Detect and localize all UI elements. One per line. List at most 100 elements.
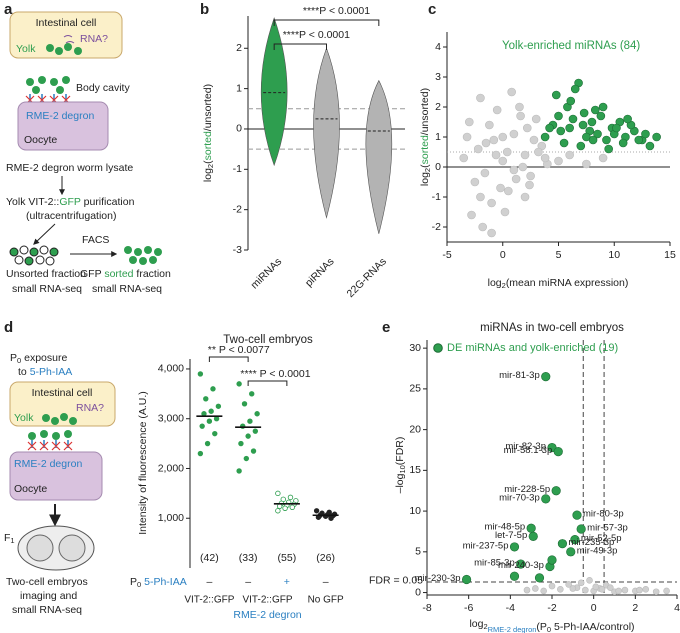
point <box>607 584 614 591</box>
panel-letter: a <box>4 1 13 18</box>
y-tick-label: 30 <box>409 342 421 354</box>
point <box>602 135 611 145</box>
point <box>252 428 259 434</box>
cell <box>26 534 54 562</box>
x-tick-label: 0 <box>591 602 597 614</box>
axis-label-part: (FDR) <box>394 437 406 466</box>
point <box>534 147 543 157</box>
x-tick-label: -2 <box>547 602 556 614</box>
unsorted-dots <box>9 245 59 266</box>
point <box>579 108 589 118</box>
label: imaging and <box>20 590 77 602</box>
x-tick-label: 4 <box>674 602 680 614</box>
point <box>206 418 213 424</box>
annotation: ****P < 0.0001 <box>283 29 350 41</box>
label: P <box>10 352 17 364</box>
receptor <box>29 94 67 102</box>
label: small RNA-seq <box>12 604 82 616</box>
bracket <box>247 380 288 386</box>
legend-label: DE miRNAs and yolk-enriched (19) <box>447 342 618 354</box>
point <box>566 96 576 106</box>
label: exposure <box>21 352 67 364</box>
y-tick-label: 15 <box>409 464 421 476</box>
point <box>208 408 214 414</box>
axis-label-part: log <box>202 168 214 182</box>
point <box>504 186 513 196</box>
point <box>496 183 505 193</box>
point <box>551 90 561 100</box>
annotation: **** P < 0.0001 <box>240 368 310 380</box>
point <box>525 180 534 190</box>
point <box>636 586 643 594</box>
point <box>559 138 569 148</box>
diagram-a: Intestinal cell RNA? Yolk Body cavity RM… <box>6 11 171 295</box>
point <box>528 531 538 541</box>
point <box>254 411 260 417</box>
y-tick-label: 1 <box>435 131 441 143</box>
point <box>491 150 501 160</box>
point <box>531 114 541 124</box>
label: Unsorted fraction <box>6 268 86 280</box>
y-tick-label: 0 <box>435 161 441 173</box>
point <box>313 508 320 514</box>
point <box>621 586 629 594</box>
point-label: mir-58.1-3p <box>504 445 553 456</box>
panel-letter: b <box>200 1 209 18</box>
axis-label: P0 5-Ph-IAA <box>130 576 187 589</box>
point <box>236 468 242 474</box>
label: RME-2 degron <box>26 110 94 122</box>
degron-x <box>27 441 73 451</box>
axis-label-part: log <box>419 172 431 186</box>
x-tick-label: 5 <box>556 249 562 261</box>
point <box>582 586 589 594</box>
point <box>498 132 508 142</box>
point <box>577 579 585 587</box>
point <box>245 433 251 439</box>
arrow <box>33 223 56 245</box>
x-tick-label: VIT-2::GFP <box>242 595 292 606</box>
point <box>590 105 600 115</box>
point <box>199 423 205 429</box>
point <box>615 587 622 595</box>
panel-letter: d <box>4 319 13 336</box>
point <box>556 126 566 136</box>
point <box>526 171 535 181</box>
point <box>557 585 564 593</box>
label: Oocyte <box>24 134 57 146</box>
y-tick-label: 4 <box>435 41 441 53</box>
point-label: mir-240-3p <box>498 560 544 571</box>
point <box>587 117 597 127</box>
axis-label-part: 2 <box>423 168 432 172</box>
label: Body cavity <box>76 82 130 94</box>
point <box>518 162 528 172</box>
label: small RNA-seq <box>12 283 82 295</box>
point <box>511 174 521 184</box>
point <box>532 585 539 592</box>
point <box>203 396 209 402</box>
point <box>623 114 632 124</box>
point <box>618 138 628 148</box>
yolk-dots <box>46 43 82 55</box>
point <box>541 372 551 382</box>
point <box>201 411 207 417</box>
x-tick-label: -6 <box>464 602 473 614</box>
y-tick-label: 3,000 <box>158 412 184 424</box>
label: small RNA-seq <box>92 283 162 295</box>
legend-label: Yolk-enriched miRNAs (84) <box>502 40 640 52</box>
axis-label: log2(mean miRNA expression) <box>488 277 629 290</box>
label: F1 <box>4 532 15 545</box>
point <box>554 156 563 166</box>
treatment-sign: – <box>245 576 251 588</box>
point <box>582 159 591 169</box>
point <box>569 585 577 592</box>
point <box>467 210 476 220</box>
y-tick-label: 2 <box>435 101 441 113</box>
point <box>473 144 483 154</box>
point <box>487 228 496 238</box>
axis-label-part: (P <box>536 621 547 633</box>
point <box>592 583 600 591</box>
label: RNA? <box>80 33 108 45</box>
treatment-sign: – <box>206 576 212 588</box>
count-label: (26) <box>316 552 335 564</box>
point <box>547 555 557 565</box>
